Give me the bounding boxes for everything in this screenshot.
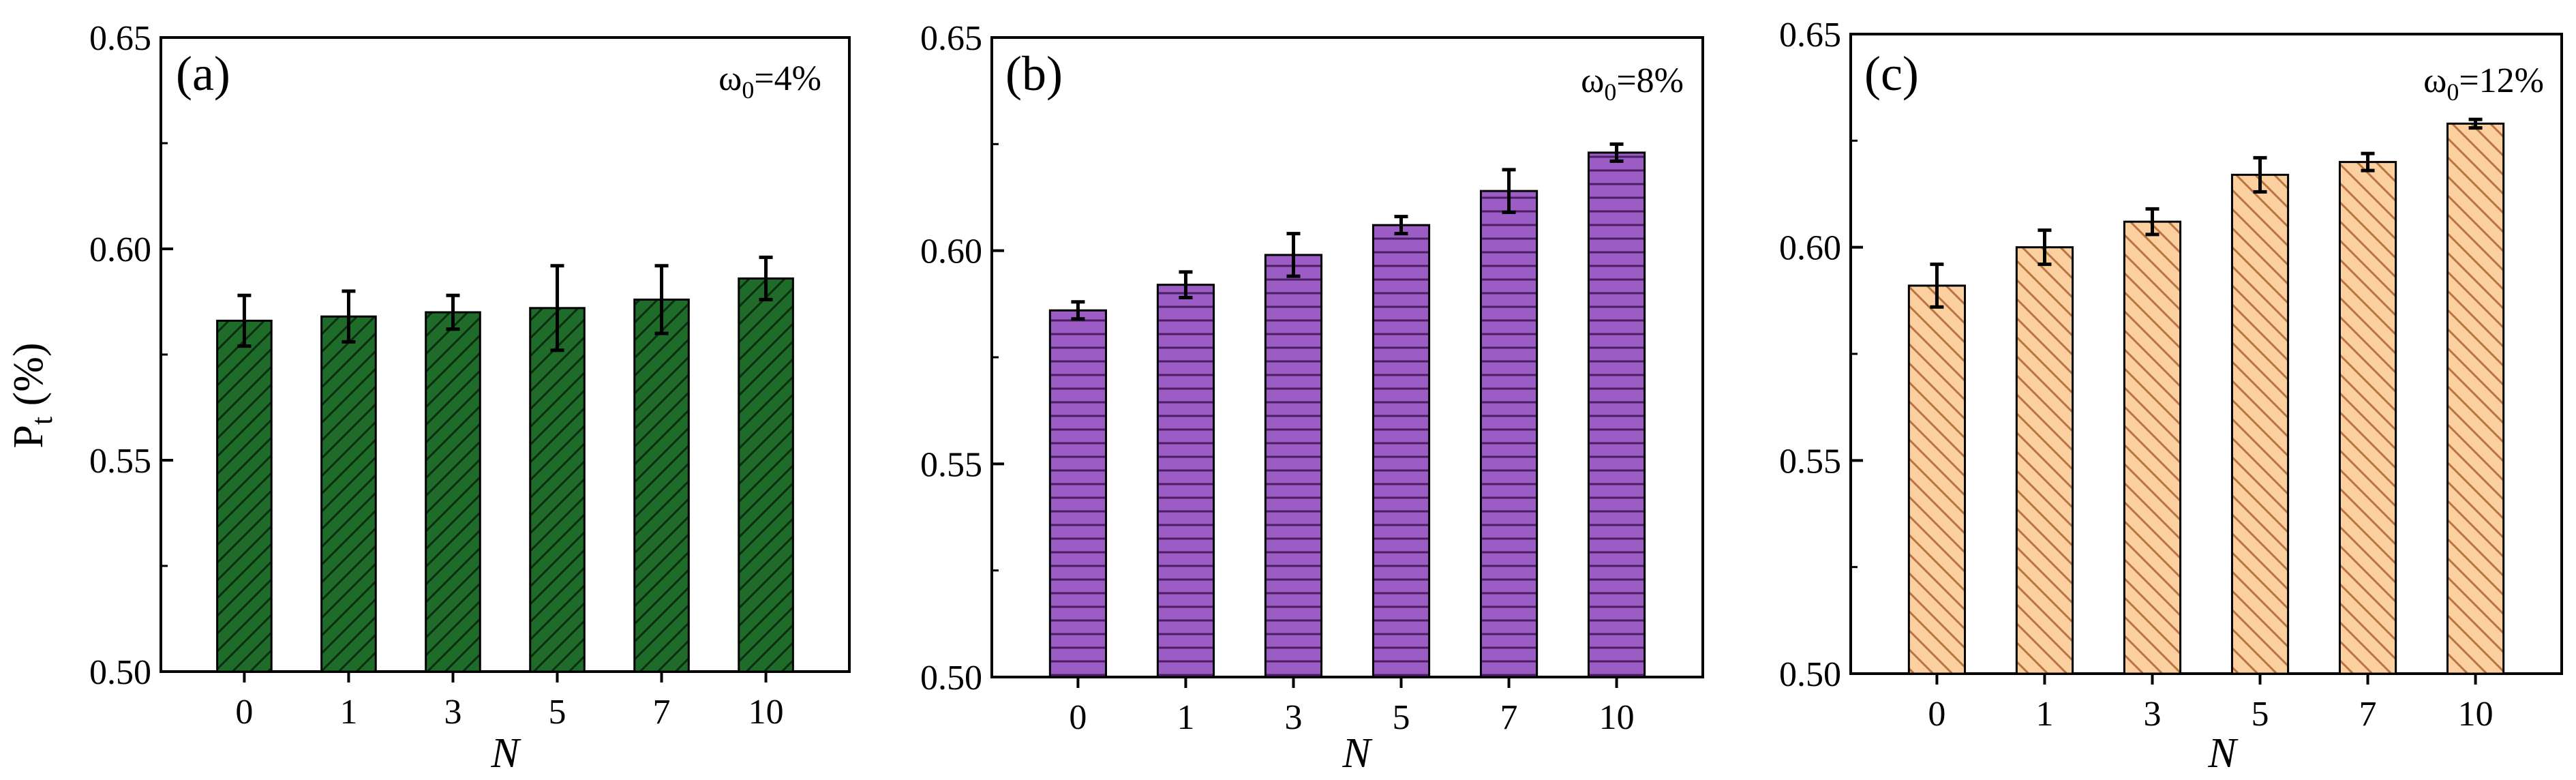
x-tick-label-c: 7 — [2359, 695, 2377, 734]
y-tick-label-b: 0.50 — [920, 659, 982, 698]
y-tick-label-c: 0.60 — [1779, 229, 1841, 268]
x-axis-title-b: N — [1342, 730, 1373, 777]
annotation-b-sub: 0 — [1604, 78, 1616, 106]
x-tick-label-a: 10 — [748, 693, 784, 732]
y-ticks-c: 0.50 0.55 0.60 0.65 — [1779, 16, 1863, 694]
y-axis-title: Pt (%) — [5, 342, 59, 448]
panel-b: 0.500.550.600.65 0 1 3 5 7 10 (b) ω0=8% N — [920, 19, 1704, 777]
x-tick-label-b: 1 — [1177, 698, 1194, 737]
bar-c-10 — [2446, 122, 2505, 675]
bar-a-10 — [738, 277, 794, 673]
y-axis-title-unit: (%) — [5, 342, 52, 416]
y-tick-label-c: 0.65 — [1779, 16, 1841, 55]
bar-c-5 — [2230, 173, 2290, 675]
annotation-b: ω0=8% — [1581, 61, 1684, 106]
bar-b-5 — [1372, 224, 1431, 678]
x-tick-label-c: 0 — [1928, 695, 1945, 734]
x-tick-label-a: 1 — [339, 693, 357, 732]
bar-a-7 — [633, 298, 690, 673]
bar-c-3 — [2123, 220, 2182, 675]
bar-b-3 — [1264, 254, 1323, 678]
x-tick-label-c: 1 — [2035, 695, 2053, 734]
annotation-c-value: =12% — [2459, 61, 2544, 100]
y-ticks-a: 0.50 0.55 0.60 0.65 — [89, 19, 173, 692]
bar-c-0 — [1907, 284, 1967, 675]
x-tick-label-a: 3 — [444, 693, 461, 732]
x-ticks-c: 0 1 3 5 7 10 — [1928, 674, 2494, 734]
annotation-c: ω0=12% — [2423, 61, 2544, 106]
bar-a-0 — [216, 319, 273, 673]
y-ticks-b: 0.50 0.55 0.60 0.65 — [920, 19, 1004, 698]
x-tick-label-b: 5 — [1393, 698, 1410, 737]
x-axis-title-a: N — [490, 730, 521, 777]
y-tick-label-b: 0.55 — [920, 445, 982, 484]
x-ticks-b: 0 1 3 5 7 10 — [1069, 677, 1635, 737]
bars-b — [1048, 142, 1646, 678]
x-tick-label-a: 0 — [235, 693, 253, 732]
bars-a — [216, 255, 794, 673]
y-tick-label-a: 0.50 — [89, 653, 151, 692]
bar-a-1 — [320, 315, 377, 673]
y-tick-label-c: 0.55 — [1779, 442, 1841, 481]
x-tick-label-c: 3 — [2143, 695, 2161, 734]
bar-c-1 — [2015, 246, 2074, 675]
bar-b-7 — [1479, 190, 1539, 678]
y-tick-label-b: 0.65 — [920, 19, 982, 58]
annotation-c-sub: 0 — [2446, 78, 2459, 106]
x-tick-label-a: 5 — [549, 693, 566, 732]
x-tick-label-a: 7 — [653, 693, 671, 732]
x-tick-label-b: 3 — [1284, 698, 1302, 737]
y-tick-label-b: 0.60 — [920, 232, 982, 271]
panel-a: 0.500.550.600.65 0 1 3 5 7 10 (a) ω0=4% N — [89, 19, 851, 777]
annotation-a-symbol: ω — [718, 59, 742, 98]
x-tick-label-c: 5 — [2252, 695, 2269, 734]
bars-c — [1907, 117, 2505, 675]
panel-label-c: (c) — [1864, 46, 1919, 101]
y-tick-label-c: 0.50 — [1779, 655, 1841, 694]
bar-a-5 — [529, 307, 586, 673]
x-tick-label-c: 10 — [2458, 695, 2494, 734]
annotation-a-value: =4% — [754, 59, 821, 98]
annotation-a: ω0=4% — [718, 59, 821, 104]
y-tick-label-a: 0.55 — [89, 442, 151, 481]
annotation-b-symbol: ω — [1581, 61, 1604, 100]
panel-label-a: (a) — [176, 46, 230, 101]
x-ticks-a: 0 1 3 5 7 10 — [235, 672, 784, 732]
bar-b-1 — [1156, 284, 1215, 678]
panel-label-b: (b) — [1005, 46, 1063, 101]
bar-b-0 — [1048, 309, 1108, 678]
bar-b-10 — [1587, 151, 1646, 678]
bar-c-7 — [2338, 161, 2397, 675]
annotation-b-value: =8% — [1616, 61, 1684, 100]
panel-c: 0.500.550.600.65 0 1 3 5 7 10 (c) ω0=12% N — [1779, 16, 2563, 777]
x-tick-label-b: 7 — [1500, 698, 1518, 737]
x-tick-label-b: 10 — [1599, 698, 1635, 737]
y-tick-label-a: 0.60 — [89, 230, 151, 269]
y-tick-label-a: 0.65 — [89, 19, 151, 58]
x-axis-title-c: N — [2207, 730, 2239, 777]
y-axis-title-sub: t — [25, 417, 59, 425]
annotation-a-sub: 0 — [742, 76, 754, 104]
bar-a-3 — [425, 311, 481, 673]
annotation-c-symbol: ω — [2423, 61, 2446, 100]
y-axis-title-main: P — [5, 425, 52, 448]
x-tick-label-b: 0 — [1069, 698, 1087, 737]
